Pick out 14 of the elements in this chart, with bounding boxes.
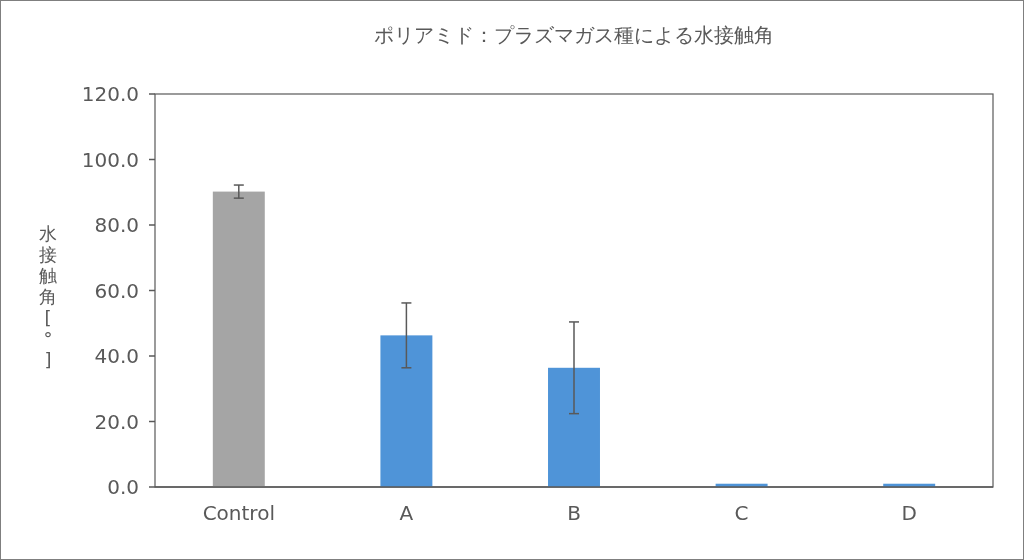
y-tick-label: 20.0 xyxy=(94,409,139,434)
x-tick-label: Control xyxy=(202,501,275,525)
x-tick-label: A xyxy=(399,501,414,525)
x-tick-label: B xyxy=(567,501,581,525)
y-tick-label: 100.0 xyxy=(81,147,139,172)
title: ポリアミド：プラズマガス種による水接触角 xyxy=(374,23,774,47)
y-tick-label: 120.0 xyxy=(81,82,139,106)
y-tick-label: 80.0 xyxy=(94,213,139,237)
y-tick-label: 40.0 xyxy=(94,344,139,368)
y-tick-label: 0.0 xyxy=(107,475,139,499)
x-tick-label: C xyxy=(734,501,749,525)
ylabel: 水接触角[°] xyxy=(39,223,57,370)
x-tick-label: D xyxy=(901,501,917,525)
y-tick-label: 60.0 xyxy=(94,278,139,303)
